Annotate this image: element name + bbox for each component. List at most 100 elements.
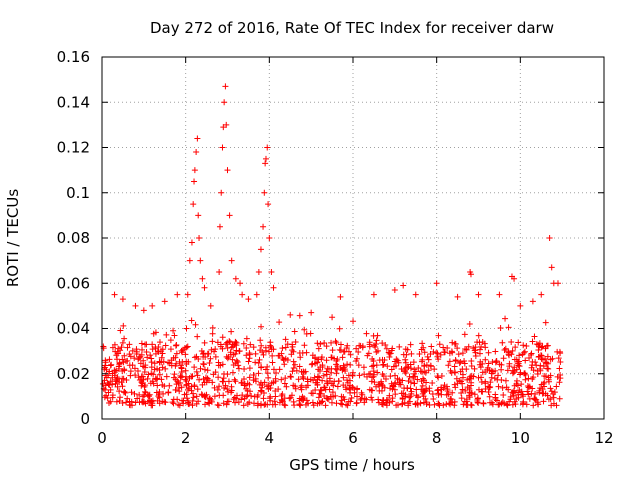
data-point bbox=[328, 354, 335, 361]
data-point bbox=[207, 355, 214, 362]
data-point bbox=[243, 344, 250, 351]
data-point bbox=[292, 385, 299, 392]
data-point bbox=[206, 359, 213, 366]
data-point bbox=[191, 167, 198, 174]
data-point bbox=[224, 386, 231, 393]
data-point bbox=[343, 401, 350, 408]
data-point bbox=[556, 395, 563, 402]
data-point bbox=[296, 363, 303, 370]
data-point bbox=[407, 361, 414, 368]
data-point bbox=[511, 367, 518, 374]
data-point bbox=[182, 367, 189, 374]
data-point bbox=[261, 401, 268, 408]
data-point bbox=[489, 401, 496, 408]
data-point bbox=[423, 401, 430, 408]
data-point bbox=[124, 357, 131, 364]
data-point bbox=[104, 380, 111, 387]
y-axis-ticks: 0 0.02 0.04 0.06 0.08 0.1 0.12 0.14 0.16 bbox=[57, 48, 604, 428]
data-point bbox=[113, 367, 120, 374]
data-point bbox=[485, 349, 492, 356]
data-point bbox=[252, 350, 259, 357]
data-point bbox=[323, 395, 330, 402]
data-point bbox=[414, 376, 421, 383]
data-point bbox=[431, 401, 438, 408]
data-point bbox=[116, 388, 123, 395]
data-point bbox=[244, 387, 251, 394]
data-point bbox=[241, 366, 248, 372]
data-point bbox=[282, 344, 289, 351]
data-point bbox=[535, 401, 542, 408]
data-point bbox=[536, 389, 543, 396]
data-point bbox=[136, 377, 143, 384]
data-point bbox=[114, 356, 121, 363]
data-point bbox=[333, 400, 340, 407]
data-point bbox=[108, 361, 115, 368]
data-point bbox=[471, 365, 478, 372]
x-tick-label: 10 bbox=[511, 429, 530, 447]
data-point bbox=[193, 393, 200, 400]
data-point bbox=[517, 369, 524, 376]
data-point bbox=[132, 399, 139, 406]
data-point bbox=[343, 345, 350, 352]
data-point bbox=[102, 357, 109, 364]
data-point bbox=[463, 401, 470, 408]
data-point bbox=[322, 386, 329, 393]
data-point bbox=[202, 353, 209, 360]
data-point bbox=[554, 373, 561, 380]
y-tick-label: 0.02 bbox=[57, 365, 90, 383]
data-point bbox=[556, 379, 563, 386]
data-point bbox=[500, 392, 507, 399]
data-point bbox=[449, 339, 456, 346]
data-point bbox=[251, 393, 258, 400]
data-point bbox=[312, 386, 319, 393]
data-point bbox=[253, 291, 260, 298]
x-tick-label: 2 bbox=[181, 429, 191, 447]
data-point bbox=[303, 349, 310, 356]
data-point bbox=[557, 358, 564, 365]
data-point bbox=[361, 371, 368, 378]
data-point bbox=[119, 400, 126, 407]
data-point bbox=[540, 398, 547, 405]
data-point bbox=[209, 338, 216, 345]
data-point bbox=[310, 377, 317, 384]
data-point bbox=[186, 257, 193, 264]
data-point bbox=[376, 357, 383, 364]
data-point bbox=[239, 291, 246, 298]
data-point bbox=[172, 376, 179, 383]
data-point bbox=[547, 385, 554, 392]
data-point bbox=[176, 358, 183, 365]
data-point bbox=[183, 344, 190, 351]
data-point bbox=[301, 342, 308, 349]
data-point bbox=[240, 340, 247, 347]
data-point bbox=[262, 155, 269, 162]
data-point bbox=[329, 389, 336, 396]
data-point bbox=[529, 298, 536, 305]
data-point bbox=[402, 393, 409, 400]
data-point bbox=[183, 391, 190, 398]
data-point bbox=[161, 398, 168, 405]
data-point bbox=[330, 382, 337, 389]
data-point bbox=[138, 340, 145, 347]
data-point bbox=[447, 367, 454, 374]
data-point bbox=[468, 357, 475, 364]
data-point bbox=[315, 366, 322, 373]
data-point bbox=[284, 341, 291, 348]
data-point bbox=[379, 383, 386, 390]
data-point bbox=[537, 385, 544, 392]
data-point bbox=[344, 377, 351, 384]
data-point bbox=[215, 359, 222, 366]
data-point bbox=[334, 383, 341, 390]
data-point bbox=[182, 376, 189, 383]
data-point bbox=[264, 363, 271, 370]
data-point bbox=[175, 401, 182, 408]
data-point bbox=[430, 396, 437, 403]
data-point bbox=[299, 373, 306, 380]
data-point bbox=[461, 331, 468, 338]
data-point bbox=[500, 355, 507, 362]
data-point bbox=[318, 387, 325, 394]
data-point bbox=[458, 389, 465, 396]
data-point bbox=[186, 401, 193, 408]
data-point bbox=[170, 396, 177, 403]
data-point bbox=[323, 343, 330, 350]
data-point bbox=[261, 189, 268, 196]
